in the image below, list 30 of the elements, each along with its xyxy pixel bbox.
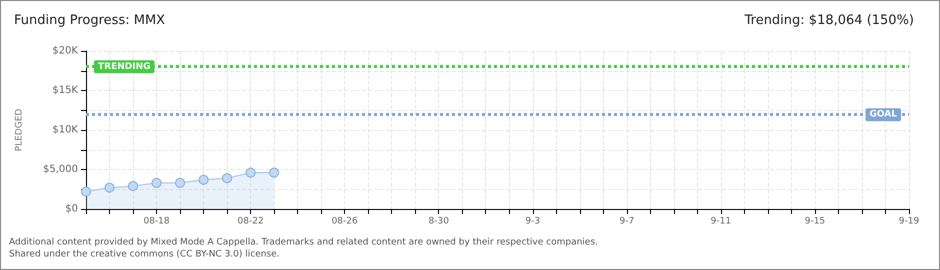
point <box>152 178 162 188</box>
x-tick-label: 9-7 <box>619 216 634 226</box>
y-tick-label: $5,000 <box>43 164 78 175</box>
x-tick-label: 8-30 <box>428 216 450 226</box>
y-tick-label: $10K <box>52 124 78 136</box>
y-axis-title: PLEDGED <box>14 108 24 152</box>
point <box>222 173 232 184</box>
y-tick-label: $0 <box>65 204 78 214</box>
x-tick-label: 08-26 <box>332 216 358 226</box>
ref-line-label: TRENDING <box>98 62 150 72</box>
text: Shared under the creative commons (CC BY-NC 3.0) license. <box>9 250 280 260</box>
x-tick-label: 9-3 <box>525 216 540 226</box>
ref-line-label: GOAL <box>870 110 898 120</box>
text: Additional content provided by Mixed Mode A Cappella. Trademarks and related content are owned by their respective companies. <box>9 238 598 248</box>
point <box>81 186 91 197</box>
x-tick-label: 08-18 <box>143 216 170 226</box>
point <box>175 178 186 188</box>
y-tick-label: $20K <box>52 46 78 56</box>
x-tick-label: 9-15 <box>804 216 826 226</box>
chart-subtitle: Trending: $18,064 (150%) <box>744 13 914 28</box>
point <box>104 182 115 193</box>
point <box>128 181 138 192</box>
y-tick-label: $15K <box>52 85 78 96</box>
x-tick-label: 08-22 <box>238 216 264 226</box>
point <box>246 168 256 178</box>
x-tick-label: 9-11 <box>710 216 732 226</box>
x-tick-label: 9-19 <box>898 216 920 226</box>
point <box>269 168 280 178</box>
chart-title: Funding Progress: MMX <box>14 13 166 28</box>
point <box>198 174 209 185</box>
